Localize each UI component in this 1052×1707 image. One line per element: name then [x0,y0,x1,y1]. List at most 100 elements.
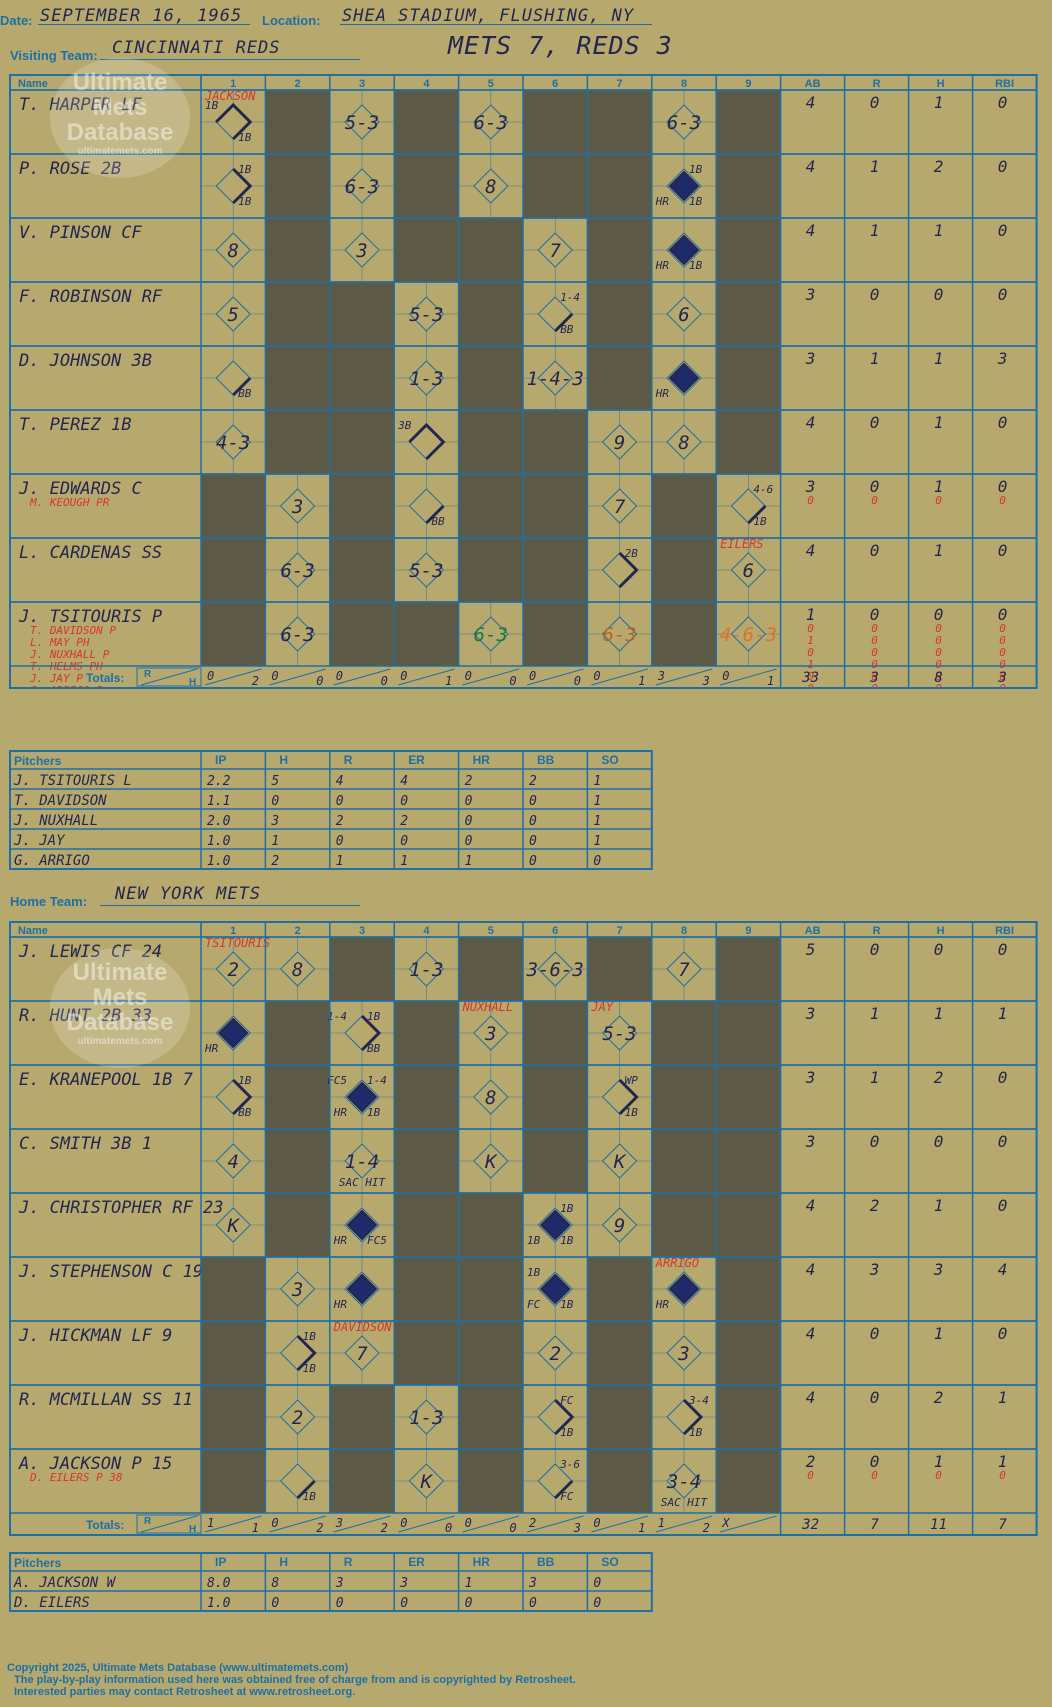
totals-slash [591,668,648,686]
stat-value: 1 [934,1324,944,1343]
inning-runs: 0 [465,669,472,683]
pitching-value: 0 [400,834,408,849]
logo-line1: Ultimate [72,69,168,96]
home-pitching-table: Pitchers IP H R ER HR BB SO A. JACKSON W 8.0 8 3 3 1 3… [9,1552,653,1612]
dark-inning-cell [716,218,781,283]
pitching-value: 2.2 [207,774,231,789]
pitching-col-h: H [279,1555,288,1569]
dark-inning-cell [265,409,330,474]
pitcher-name: A. JACKSON W [13,1575,117,1591]
play-result: K [420,1471,434,1493]
stat-value: 0 [999,622,1006,635]
dark-inning-cell [329,1448,395,1513]
player-name: F. ROBINSON RF [19,287,163,307]
home-run-diamond [668,362,700,394]
stat-value: 0 [935,622,942,635]
pitching-value: 1.0 [207,834,231,849]
inning-hits: 2 [316,1521,323,1535]
dark-inning-cell [265,1193,330,1257]
dark-inning-cell [522,601,588,666]
header-ab: AB [805,925,821,937]
dark-inning-cell [265,1065,330,1130]
pitching-body: Pitchers IP H R ER HR BB SOA. JACKSON W 8.0 8 3 3 1 3… [9,1552,653,1612]
substitute-name: D. EILERS P 38 [29,1471,123,1484]
pitcher-name: T. DAVIDSON [14,793,107,809]
play-note: 1B [527,1234,541,1247]
totals-slash [398,668,455,686]
dark-inning-cell [522,1065,588,1130]
pitcher-name: J. NUXHALL [13,813,98,829]
player-name: J. EDWARDS C [18,479,142,499]
basepath-line [618,1078,639,1116]
stat-value: 0 [998,1068,1008,1087]
play-note: 1B [625,1106,639,1119]
player-name: C. SMITH 3B 1 [19,1134,152,1154]
header-inning-3: 3 [359,78,365,90]
play-result: K [484,1151,498,1173]
basepath-line [554,1398,575,1436]
dark-inning-cell [265,154,330,219]
header-inning-9: 9 [745,78,751,90]
stat-value: 2 [806,1452,816,1471]
totals-r-label: R [144,1516,151,1527]
copyright-footer: Copyright 2025, Ultimate Mets Database (… [7,1662,576,1698]
stat-value: 0 [871,634,878,647]
dark-inning-cell [458,537,523,602]
play-note: WP [625,1074,639,1087]
stat-value: 1 [870,349,880,368]
stat-value: 0 [807,494,814,507]
player-name: R. MCMILLAN SS 11 [19,1390,193,1410]
play-result: 2 [292,1407,303,1429]
date-label: Date: [0,13,33,28]
dark-inning-cell [458,282,523,347]
dark-inning-cell [394,1129,459,1194]
inning-hits: 1 [445,674,452,688]
play-note: FC [560,1490,574,1503]
base-diamond [215,296,251,332]
totals-slash [204,1515,262,1533]
dark-inning-cell [265,90,330,155]
inning-hits: 3 [702,674,710,688]
inning-runs: 2 [529,1516,536,1530]
dark-inning-cell [458,1193,523,1257]
play-note: HR [655,1298,670,1311]
stat-value: 0 [999,670,1006,683]
stat-value: 0 [935,682,942,689]
home-underline [100,905,360,906]
totals-slash [333,668,391,686]
pitching-value: 0 [593,1576,601,1591]
inning-hits: 0 [445,1521,452,1535]
player-name: J. TSITOURIS P [18,607,162,627]
play-result: 6 [743,560,754,582]
pitching-border [9,750,653,870]
stat-value: 2 [934,157,944,176]
game-location: SHEA STADIUM, FLUSHING, NY [342,6,635,26]
pitcher-change-note: ARRIGO [655,1256,699,1270]
home-scorecard: Name 1 2 3 4 5 6 7 8 9 AB R H RBI 2 8 1-3 3-6-3 7 TSITOURIS… [9,921,1038,1536]
pitching-value: 1 [593,774,601,789]
pitching-value: 0 [465,794,473,809]
stat-value: 0 [870,1452,880,1471]
play-result: 3 [355,240,367,262]
base-diamond [537,232,573,268]
stat-value: 0 [807,646,814,659]
player-name: J. STEPHENSON C 19 [18,1262,203,1282]
stat-value: 0 [934,1132,944,1151]
dark-inning-cell [587,1320,652,1385]
logo-line2: Mets [92,984,148,1011]
dark-inning-cell [329,473,395,538]
header-inning-9: 9 [745,925,751,937]
stat-value: 0 [870,605,880,624]
dark-inning-cell [716,409,781,474]
inning-runs: 0 [400,1516,407,1530]
pitching-col-h: H [279,753,288,767]
inning-hits: 3 [573,1521,581,1535]
basepath-line [215,102,253,141]
dark-inning-cell [458,409,523,474]
play-note: HR [204,1042,219,1055]
dark-inning-cell [651,1001,717,1066]
base-diamond [473,1143,509,1179]
play-note: BB [367,1042,381,1055]
stat-value: 4 [806,93,816,112]
dark-inning-cell [329,537,395,602]
